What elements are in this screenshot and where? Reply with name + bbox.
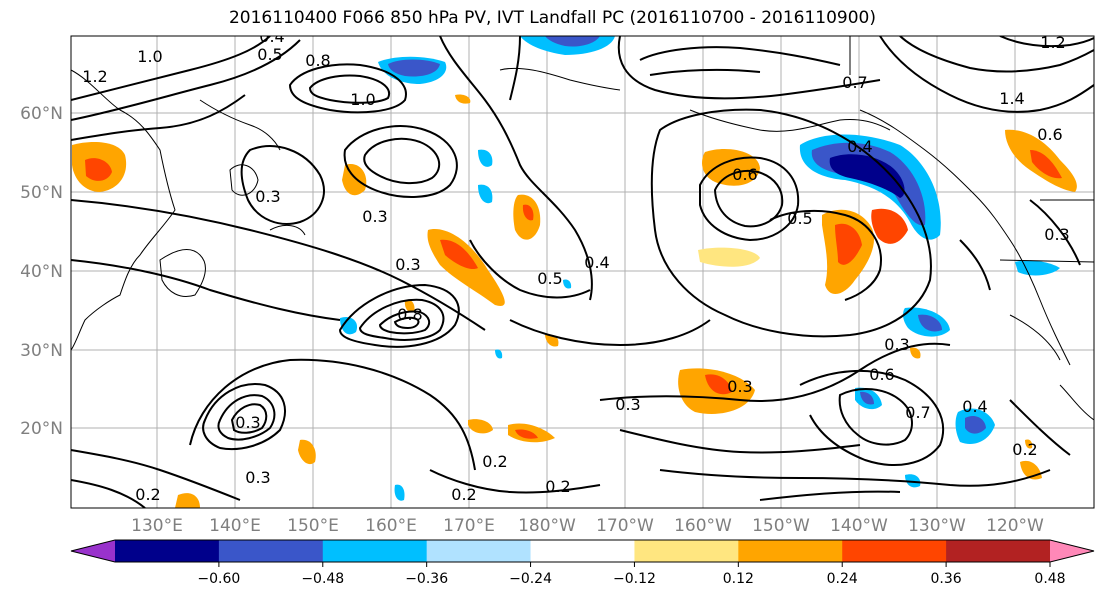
contour-label: 0.5 [787,209,812,228]
contour-label: 1.0 [350,90,375,109]
colorbar-segment [322,540,428,562]
map-title: 2016110400 F066 850 hPa PV, IVT Landfall… [228,8,876,28]
contour-lines [71,36,1094,508]
contour-label: 0.6 [1037,125,1062,144]
colorbar-segment [946,540,1051,562]
colorbar-tick-label: 0.12 [723,571,754,587]
contour-label: 0.3 [235,413,260,432]
contour-label: 0.4 [259,27,284,46]
latitude-label: 60°N [20,104,63,124]
colorbar-extend-max [1050,540,1094,562]
colorbar-segment [115,540,220,562]
colorbar-segment [218,540,324,562]
colorbar-tick-label: −0.36 [405,571,448,587]
colorbar-segment [530,540,635,562]
contour-label: 0.3 [395,255,420,274]
contour-value-labels: 1.01.20.80.50.40.30.30.50.40.60.50.40.30… [82,27,1069,504]
contour-label: 0.3 [727,377,752,396]
contour-label: 0.8 [397,305,422,324]
latitude-labels: 60°N 50°N 40°N 30°N 20°N [20,104,63,439]
contour-label: 0.6 [732,165,757,184]
contour-label: 1.2 [82,67,107,86]
colorbar-tick-label: −0.48 [301,571,344,587]
longitude-label: 150°E [287,516,339,536]
contour-label: 0.4 [584,253,609,272]
longitude-label: 120°W [986,516,1044,536]
latitude-label: 20°N [20,419,63,439]
colorbar-tick-label: 0.36 [931,571,962,587]
colorbar-tick-label: 0.48 [1034,571,1065,587]
contour-label: 0.3 [255,187,280,206]
plot-area [71,36,1094,508]
contour-label: 1.0 [137,47,162,66]
contour-label: 0.3 [245,468,270,487]
latitude-label: 30°N [20,341,63,361]
contour-label: 1.4 [999,89,1024,108]
colorbar-tick-label: −0.24 [509,571,552,587]
contour-label: 0.3 [362,207,387,226]
contour-label: 0.2 [545,477,570,496]
contour-label: 0.2 [135,485,160,504]
contour-label: 0.5 [257,45,282,64]
contour-label: 0.8 [305,51,330,70]
colorbar-segment [426,540,532,562]
contour-label: 0.3 [884,335,909,354]
pv-shading [72,36,1077,508]
longitude-labels: 130°E 140°E 150°E 160°E 170°E 180°W 170°W 160°W… [131,516,1044,536]
colorbar-segment [842,540,947,562]
colorbar-segment [634,540,739,562]
contour-label: 0.2 [482,452,507,471]
contour-label: 0.6 [869,365,894,384]
contour-label: 0.3 [615,395,640,414]
contour-label: 0.5 [537,269,562,288]
contour-label: 0.7 [842,73,867,92]
plot-frame [70,35,1095,509]
colorbar-extend-min [71,540,115,562]
colorbar: −0.60 −0.48 −0.36 −0.24 −0.12 0.12 0.24 0.36 0.4… [70,539,1095,587]
longitude-label: 180°W [518,516,576,536]
contour-label: 1.2 [1040,33,1065,52]
contour-label: 0.4 [847,137,872,156]
colorbar-tick-label: 0.24 [827,571,858,587]
latitude-label: 40°N [20,262,63,282]
contour-label: 0.4 [962,397,987,416]
contour-label: 0.7 [905,403,930,422]
colorbar-tick-label: −0.12 [613,571,656,587]
longitude-label: 160°E [365,516,417,536]
longitude-label: 170°E [443,516,495,536]
colorbar-segment [738,540,843,562]
colorbar-outline [70,539,1095,563]
longitude-label: 150°W [752,516,810,536]
longitude-label: 140°W [830,516,888,536]
longitude-label: 130°E [131,516,183,536]
contour-label: 0.2 [451,485,476,504]
longitude-label: 160°W [674,516,732,536]
longitude-label: 130°W [908,516,966,536]
colorbar-tick-label: −0.60 [197,571,240,587]
contour-label: 0.3 [1044,225,1069,244]
longitude-label: 140°E [209,516,261,536]
latitude-label: 50°N [20,183,63,203]
longitude-label: 170°W [596,516,654,536]
contour-label: 0.2 [1012,440,1037,459]
